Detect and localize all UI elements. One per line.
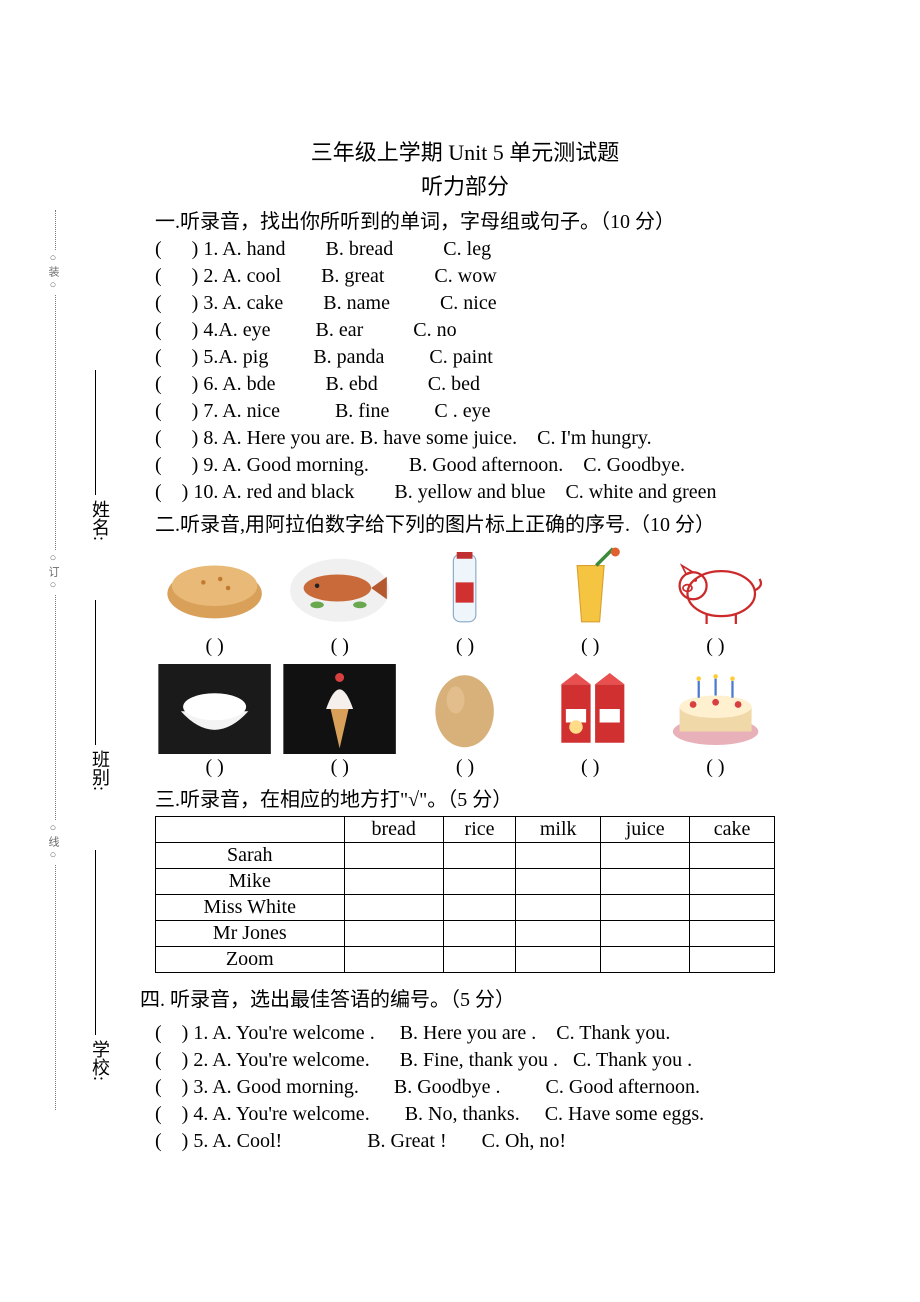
table-header-row: bread rice milk juice cake [156, 817, 775, 843]
col-cake: cake [690, 817, 775, 843]
img-pig: ( ) [656, 543, 775, 658]
paren-2-1: ( ) [205, 756, 223, 779]
school-line [95, 850, 96, 1035]
col-rice: rice [443, 817, 515, 843]
row-zoom: Zoom [156, 947, 345, 973]
img-egg: ( ) [405, 664, 524, 779]
table-row: Mike [156, 869, 775, 895]
row-mrjones: Mr Jones [156, 921, 345, 947]
img-juice: ( ) [531, 543, 650, 658]
q1-7: ( ) 7. A. nice B. fine C . eye [155, 398, 775, 425]
paren-2-5: ( ) [706, 756, 724, 779]
check-table: bread rice milk juice cake Sarah Mike Mi… [155, 816, 775, 973]
paren-1-3: ( ) [456, 635, 474, 658]
q1-3: ( ) 3. A. cake B. name C. nice [155, 290, 775, 317]
img-milk: ( ) [531, 664, 650, 779]
paren-1-1: ( ) [205, 635, 223, 658]
img-water: ( ) [405, 543, 524, 658]
row-mike: Mike [156, 869, 345, 895]
q1-10: ( ) 10. A. red and black B. yellow and b… [155, 479, 775, 506]
col-juice: juice [601, 817, 690, 843]
fold-mark-1: ○装○ [45, 250, 61, 295]
page-subtitle: 听力部分 [155, 169, 775, 201]
table-row: Miss White [156, 895, 775, 921]
q4-2: ( ) 2. A. You're welcome. B. Fine, thank… [155, 1047, 775, 1074]
paren-2-3: ( ) [456, 756, 474, 779]
img-icecream: ( ) [280, 664, 399, 779]
table-row: Mr Jones [156, 921, 775, 947]
q4-1: ( ) 1. A. You're welcome . B. Here you a… [155, 1020, 775, 1047]
img-bread: ( ) [155, 543, 274, 658]
q1-9: ( ) 9. A. Good morning. B. Good afternoo… [155, 452, 775, 479]
q4-3: ( ) 3. A. Good morning. B. Goodbye . C. … [155, 1074, 775, 1101]
col-blank [156, 817, 345, 843]
row-sarah: Sarah [156, 843, 345, 869]
q1-1: ( ) 1. A. hand B. bread C. leg [155, 236, 775, 263]
school-label: 学校: [87, 1040, 113, 1081]
section-1-head: 一.听录音，找出你所听到的单词，字母组或句子。（10 分） [155, 205, 775, 234]
name-line [95, 370, 96, 495]
row-misswhite: Miss White [156, 895, 345, 921]
paren-1-2: ( ) [331, 635, 349, 658]
fold-mark-2: ○订○ [45, 550, 61, 595]
paren-1-4: ( ) [581, 635, 599, 658]
col-bread: bread [344, 817, 443, 843]
q1-8: ( ) 8. A. Here you are. B. have some jui… [155, 425, 775, 452]
image-row-1: ( ) ( ) ( ) ( ) ( ) [155, 543, 775, 658]
col-milk: milk [516, 817, 601, 843]
dotted-fold-line [55, 210, 56, 1110]
img-fish: ( ) [280, 543, 399, 658]
img-cake: ( ) [656, 664, 775, 779]
paren-2-2: ( ) [331, 756, 349, 779]
binding-margin: ○装○ ○订○ ○线○ 姓名: 班别: 学校: [35, 210, 125, 1110]
page-title: 三年级上学期 Unit 5 单元测试题 [155, 135, 775, 167]
section-3-head: 三.听录音，在相应的地方打"√"。（5 分） [155, 783, 775, 812]
q4-4: ( ) 4. A. You're welcome. B. No, thanks.… [155, 1101, 775, 1128]
worksheet-page: 三年级上学期 Unit 5 单元测试题 听力部分 一.听录音，找出你所听到的单词… [155, 135, 775, 1155]
table-row: Sarah [156, 843, 775, 869]
section-4-head: 四. 听录音，选出最佳答语的编号。（5 分） [140, 983, 775, 1012]
class-line [95, 600, 96, 745]
img-rice: ( ) [155, 664, 274, 779]
q1-4: ( ) 4.A. eye B. ear C. no [155, 317, 775, 344]
fold-mark-3: ○线○ [45, 820, 61, 865]
paren-1-5: ( ) [706, 635, 724, 658]
paren-2-4: ( ) [581, 756, 599, 779]
class-label: 班别: [87, 750, 113, 791]
table-row: Zoom [156, 947, 775, 973]
image-row-2: ( ) ( ) ( ) ( ) ( ) [155, 664, 775, 779]
name-label: 姓名: [87, 500, 113, 541]
q1-5: ( ) 5.A. pig B. panda C. paint [155, 344, 775, 371]
q4-5: ( ) 5. A. Cool! B. Great ! C. Oh, no! [155, 1128, 775, 1155]
q1-2: ( ) 2. A. cool B. great C. wow [155, 263, 775, 290]
section-2-head: 二.听录音,用阿拉伯数字给下列的图片标上正确的序号.（10 分） [155, 508, 775, 537]
q1-6: ( ) 6. A. bde B. ebd C. bed [155, 371, 775, 398]
